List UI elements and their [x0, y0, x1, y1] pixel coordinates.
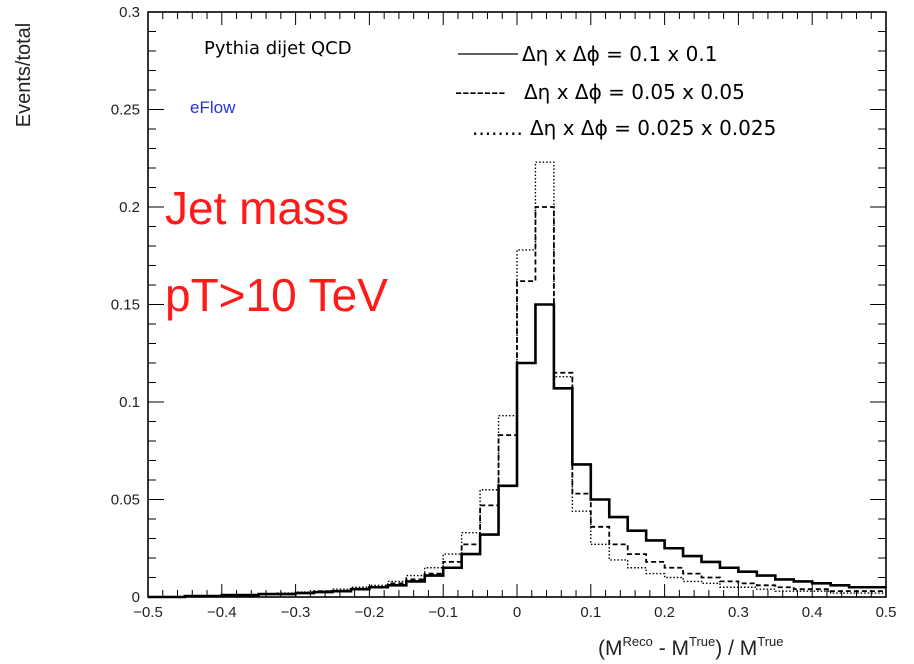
y-tick-labels: 0 0.05 0.1 0.15 0.2 0.25 0.3	[111, 4, 140, 606]
legend-dots-sample: ........	[472, 116, 523, 140]
x-tick-label: 0.3	[728, 604, 749, 621]
jet-mass-label: Jet mass	[165, 182, 349, 234]
y-tick-label: 0.1	[119, 394, 140, 411]
y-tick-label: 0	[132, 589, 140, 606]
series-solid-line	[148, 303, 886, 599]
x-tick-label: −0.2	[355, 604, 385, 621]
x-tick-label: 0	[513, 604, 521, 621]
generator-label: Pythia dijet QCD	[204, 38, 352, 59]
x-tick-label: 0.4	[802, 604, 823, 621]
legend: Δη x Δϕ = 0.1 x 0.1 ------- Δη x Δϕ = 0.…	[436, 30, 864, 148]
legend-dashes-sample: -------	[455, 80, 506, 104]
x-tick-label: −0.4	[207, 604, 237, 621]
y-tick-label: 0.15	[111, 297, 140, 314]
x-tick-label: 0.5	[876, 604, 897, 621]
y-tick-label: 0.3	[119, 4, 140, 21]
y-tick-label: 0.05	[111, 492, 140, 509]
y-tick-label: 0.25	[111, 102, 140, 119]
x-tick-labels: −0.5 −0.4 −0.3 −0.2 −0.1 0 0.1 0.2 0.3 0.4 0.5	[133, 604, 896, 621]
x-tick-label: 0.2	[654, 604, 675, 621]
x-tick-label: 0.1	[580, 604, 601, 621]
legend-entry-dotted: Δη x Δϕ = 0.025 x 0.025	[530, 116, 776, 140]
pt-cut-label: pT>10 TeV	[165, 269, 388, 321]
histogram-series	[148, 161, 886, 599]
y-tick-label: 0.2	[119, 199, 140, 216]
x-tick-label: −0.3	[281, 604, 311, 621]
axis-ticks	[147, 11, 887, 598]
legend-background	[436, 30, 864, 148]
y-axis-label: Events/total	[13, 23, 35, 128]
eflow-label: eFlow	[190, 98, 236, 117]
x-tick-label: −0.1	[428, 604, 458, 621]
x-axis-label: (MReco - MTrue) / MTrue	[598, 634, 784, 660]
legend-entry-dashed: Δη x Δϕ = 0.05 x 0.05	[524, 80, 745, 104]
x-tick-label: −0.5	[133, 604, 163, 621]
legend-entry-solid: Δη x Δϕ = 0.1 x 0.1	[522, 42, 717, 66]
